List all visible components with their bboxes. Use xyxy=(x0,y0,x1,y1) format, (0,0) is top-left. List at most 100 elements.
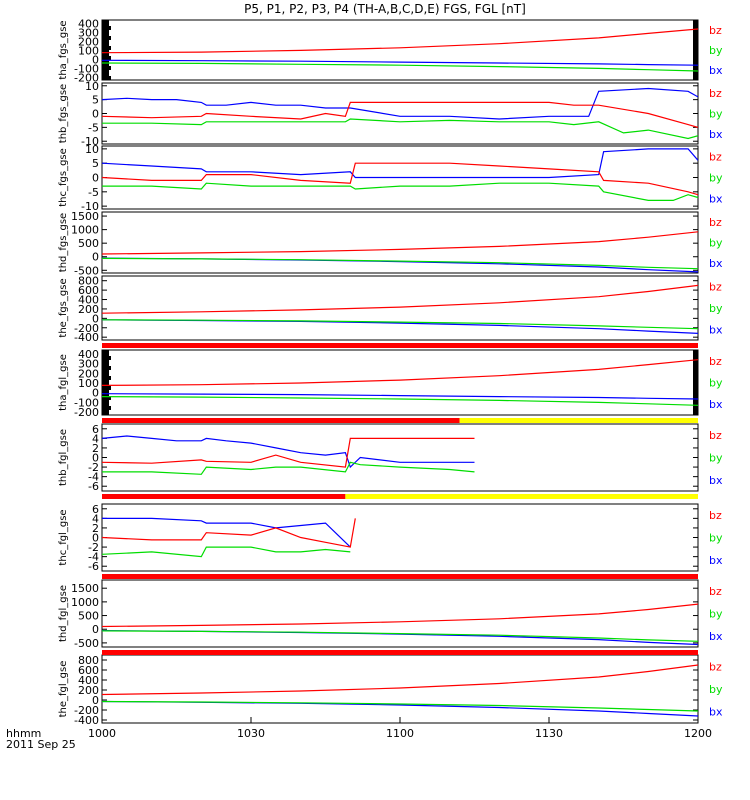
status-bar xyxy=(102,343,698,348)
series-bx-line xyxy=(102,435,475,469)
status-bar-segment xyxy=(102,418,460,423)
y-axis-label: thc_fgl_gse xyxy=(58,509,69,565)
series-bx-line xyxy=(102,87,698,120)
series-bz-line xyxy=(102,101,698,128)
y-tick-label: 0 xyxy=(92,251,99,264)
series-by-line xyxy=(102,257,698,270)
y-tick-label: 6 xyxy=(92,503,99,516)
series-group xyxy=(102,28,698,72)
legend-bx: bx xyxy=(709,554,723,567)
edge-bar-tick xyxy=(109,76,111,80)
edge-bar-tick xyxy=(109,26,111,30)
series-group xyxy=(102,231,698,273)
y-tick-label: -200 xyxy=(74,406,99,419)
footer-line1: hhmm xyxy=(6,727,41,740)
series-bz-line xyxy=(102,162,698,196)
legend-bx: bx xyxy=(709,398,723,411)
y-tick-label: 4 xyxy=(92,512,99,525)
status-bar-segment xyxy=(345,494,698,499)
x-tick-label: 1030 xyxy=(237,727,265,740)
edge-bar-tick xyxy=(109,66,111,70)
legend-bz: bz xyxy=(709,509,722,522)
y-tick-label: -10 xyxy=(81,200,99,213)
series-bz-line xyxy=(102,437,475,468)
y-axis-label: tha_fgs_gse xyxy=(58,20,69,79)
y-tick-label: 400 xyxy=(78,294,99,307)
series-by-line xyxy=(102,546,351,558)
series-bz-line xyxy=(102,359,698,386)
y-tick-label: 6 xyxy=(92,423,99,436)
series-group xyxy=(102,148,698,201)
y-tick-label: -200 xyxy=(74,71,99,84)
y-tick-label: 500 xyxy=(78,610,99,623)
y-tick-label: 100 xyxy=(78,377,99,390)
y-tick-label: 600 xyxy=(78,664,99,677)
legend-by: by xyxy=(709,108,723,121)
legend-bx: bx xyxy=(709,630,723,643)
edge-bar-tick xyxy=(109,356,111,360)
legend-bz: bz xyxy=(709,429,722,442)
legend-bz: bz xyxy=(709,24,722,37)
status-bar-segment xyxy=(459,418,698,423)
series-bz-line xyxy=(102,284,698,314)
series-bx-line xyxy=(102,393,698,400)
panel-frame xyxy=(101,19,699,81)
y-tick-label: 0 xyxy=(92,108,99,121)
series-group xyxy=(102,359,698,406)
panel-frame xyxy=(101,211,699,274)
series-by-line xyxy=(102,630,698,642)
y-tick-label: -400 xyxy=(74,331,99,344)
y-tick-label: 1500 xyxy=(71,210,99,223)
status-bar-segment xyxy=(102,494,346,499)
series-bz-line xyxy=(102,603,698,628)
series-by-line xyxy=(102,118,698,140)
legend-bx: bx xyxy=(709,706,723,719)
legend-bz: bz xyxy=(709,355,722,368)
series-bx-line xyxy=(102,629,698,646)
y-tick-label: 2 xyxy=(92,522,99,535)
y-tick-label: 5 xyxy=(92,157,99,170)
series-bx-line xyxy=(102,517,351,548)
x-tick-label: 1100 xyxy=(386,727,414,740)
series-by-line xyxy=(102,62,698,72)
series-by-line xyxy=(102,700,698,712)
legend-by: by xyxy=(709,452,723,465)
y-tick-label: -6 xyxy=(88,560,99,573)
y-axis-label: thd_fgs_gse xyxy=(58,213,69,272)
series-group xyxy=(102,435,475,475)
y-tick-label: -500 xyxy=(74,264,99,277)
x-axis: 1000 1030 1100 1130 1200 xyxy=(88,717,712,740)
status-bar xyxy=(102,650,698,655)
status-bars xyxy=(102,343,698,655)
status-bar xyxy=(102,418,698,423)
y-tick-label: 300 xyxy=(78,27,99,40)
series-by-line xyxy=(102,319,698,330)
y-tick-label: -6 xyxy=(88,480,99,493)
edge-bar-tick xyxy=(109,376,111,380)
y-tick-label: 200 xyxy=(78,367,99,380)
legend-bz: bz xyxy=(709,151,722,164)
panel-frame xyxy=(101,82,699,145)
y-tick-label: -4 xyxy=(88,551,99,564)
y-axis-label: the_fgl_gse xyxy=(58,661,69,718)
y-tick-label: -2 xyxy=(88,461,99,474)
y-tick-label: -10 xyxy=(81,135,99,148)
panel-frame xyxy=(101,275,699,341)
series-by-line xyxy=(102,396,698,406)
y-tick-label: -2 xyxy=(88,541,99,554)
y-tick-label: 0 xyxy=(92,387,99,400)
y-tick-label: -200 xyxy=(74,322,99,335)
series-bz-line xyxy=(102,518,356,548)
panel-frame xyxy=(101,349,699,416)
y-tick-label: 0 xyxy=(92,312,99,325)
legend-bx: bx xyxy=(709,193,723,206)
legend-bz: bz xyxy=(709,216,722,229)
y-axis-label: the_fgs_gse xyxy=(58,278,69,337)
